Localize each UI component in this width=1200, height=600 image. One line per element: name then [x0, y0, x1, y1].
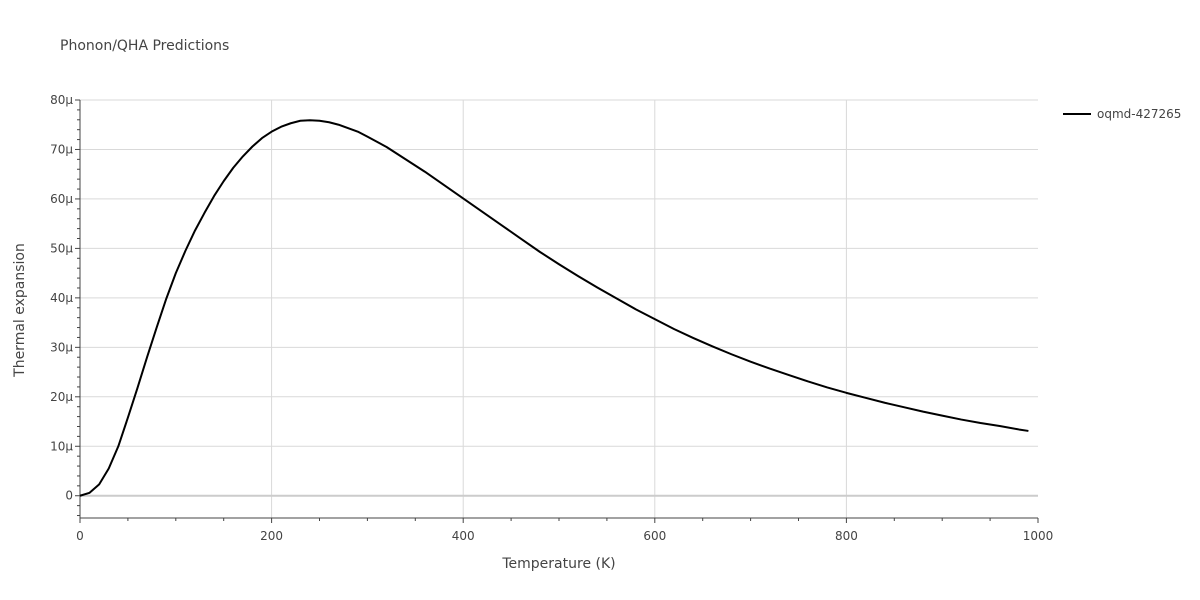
- axes: [75, 99, 1039, 523]
- x-tick-label: 800: [835, 529, 858, 543]
- plot-area[interactable]: [79, 119, 1029, 497]
- y-tick-label: 0: [65, 489, 73, 503]
- x-tick-label: 600: [643, 529, 666, 543]
- x-tick-label: 400: [452, 529, 475, 543]
- x-tick-label: 1000: [1023, 529, 1054, 543]
- x-tick-label: 0: [76, 529, 84, 543]
- y-tick-label: 80μ: [50, 93, 73, 107]
- y-tick-label: 50μ: [50, 241, 73, 255]
- y-tick-label: 60μ: [50, 192, 73, 206]
- legend-label: oqmd-427265: [1097, 107, 1181, 121]
- y-tick-label: 70μ: [50, 142, 73, 156]
- tick-labels: 0 200 400 600 800 1000 0 10μ 20μ 30μ 40μ 50μ 60μ 70μ 8…: [50, 93, 1053, 543]
- y-axis-title: Thermal expansion: [12, 243, 28, 378]
- series-line: [79, 119, 1029, 497]
- chart-title: Phonon/QHA Predictions: [60, 38, 229, 54]
- y-tick-label: 20μ: [50, 390, 73, 404]
- grid-lines: [80, 99, 1038, 518]
- y-tick-label: 40μ: [50, 291, 73, 305]
- y-tick-label: 10μ: [50, 439, 73, 453]
- x-axis-title: Temperature (K): [501, 556, 615, 572]
- x-tick-label: 200: [260, 529, 283, 543]
- legend[interactable]: oqmd-427265: [1063, 107, 1181, 121]
- y-tick-label: 30μ: [50, 340, 73, 354]
